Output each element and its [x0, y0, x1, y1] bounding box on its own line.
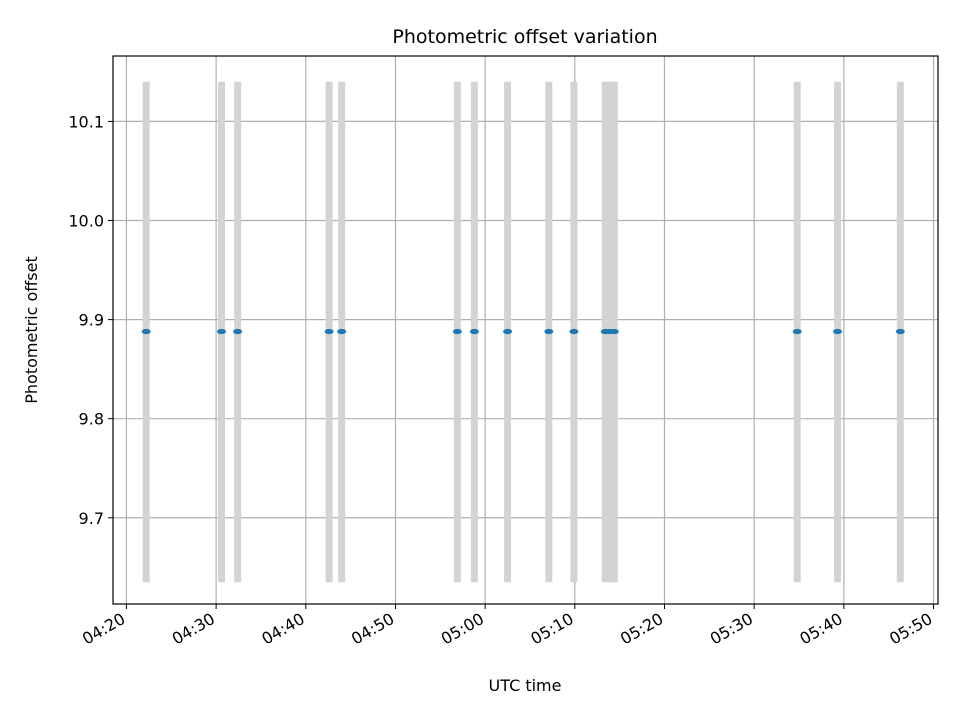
y-tick-label: 9.8 — [79, 410, 104, 429]
data-point — [503, 328, 513, 335]
data-point — [833, 328, 843, 335]
data-point — [217, 328, 227, 335]
data-point — [233, 328, 243, 335]
data-point — [337, 328, 347, 335]
data-point — [141, 328, 151, 335]
chart-title: Photometric offset variation — [392, 26, 657, 48]
data-point — [324, 328, 334, 335]
data-point — [569, 328, 579, 335]
y-tick-label: 10.0 — [68, 211, 104, 230]
data-point — [452, 328, 462, 335]
data-points — [141, 328, 905, 335]
y-tick-label: 10.1 — [68, 112, 104, 131]
y-axis-label: Photometric offset — [22, 256, 41, 404]
plot-frame — [112, 55, 939, 605]
y-axis-ticks: 9.7 9.8 9.9 10.0 10.1 — [68, 112, 113, 528]
y-tick-label: 9.7 — [79, 509, 104, 528]
y-tick-label: 9.9 — [79, 311, 104, 330]
data-point — [895, 328, 905, 335]
data-point — [544, 328, 554, 335]
data-point — [609, 328, 619, 335]
data-point — [792, 328, 802, 335]
x-axis-label: UTC time — [489, 676, 562, 695]
data-point — [469, 328, 479, 335]
